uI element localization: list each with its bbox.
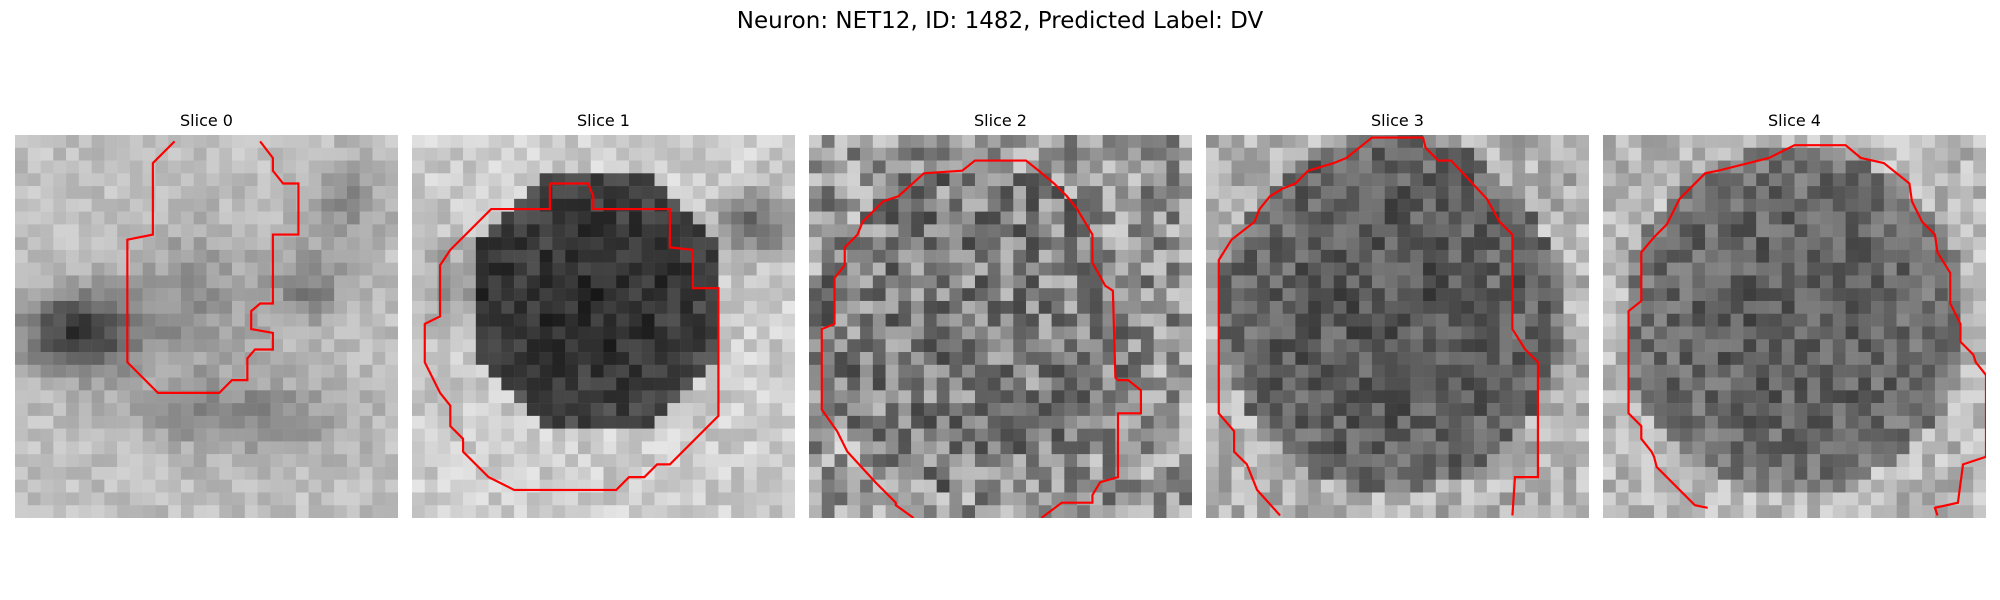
slice-pixels-3: [1206, 135, 1589, 518]
slice-image-4: [1603, 135, 1986, 518]
slice-image-2: [809, 135, 1192, 518]
neuron-contour-1: [423, 182, 720, 491]
slice-image-0: [15, 135, 398, 518]
slice-pixels-1: [412, 135, 795, 518]
neuron-contour-3: [1217, 136, 1540, 517]
slice-title-2: Slice 2: [974, 111, 1027, 130]
neuron-contour-0: [126, 140, 300, 394]
slice-panel-4: Slice 4: [1603, 110, 1986, 518]
slice-panel-3: Slice 3: [1206, 110, 1589, 518]
slice-pixels-0: [15, 135, 398, 518]
slice-pixels-4: [1603, 135, 1986, 518]
slice-panel-2: Slice 2: [809, 110, 1192, 518]
slice-image-1: [412, 135, 795, 518]
slice-title-4: Slice 4: [1768, 111, 1821, 130]
neuron-contour-4: [1627, 144, 1986, 516]
slice-title-3: Slice 3: [1371, 111, 1424, 130]
slice-title-1: Slice 1: [577, 111, 630, 130]
figure-title: Neuron: NET12, ID: 1482, Predicted Label…: [736, 8, 1264, 34]
slice-pixels-2: [809, 135, 1192, 518]
slice-panel-1: Slice 1: [412, 110, 795, 518]
slice-title-0: Slice 0: [180, 111, 233, 130]
slice-image-3: [1206, 135, 1589, 518]
slice-panel-0: Slice 0: [15, 110, 398, 518]
neuron-contour-2: [820, 159, 1143, 518]
